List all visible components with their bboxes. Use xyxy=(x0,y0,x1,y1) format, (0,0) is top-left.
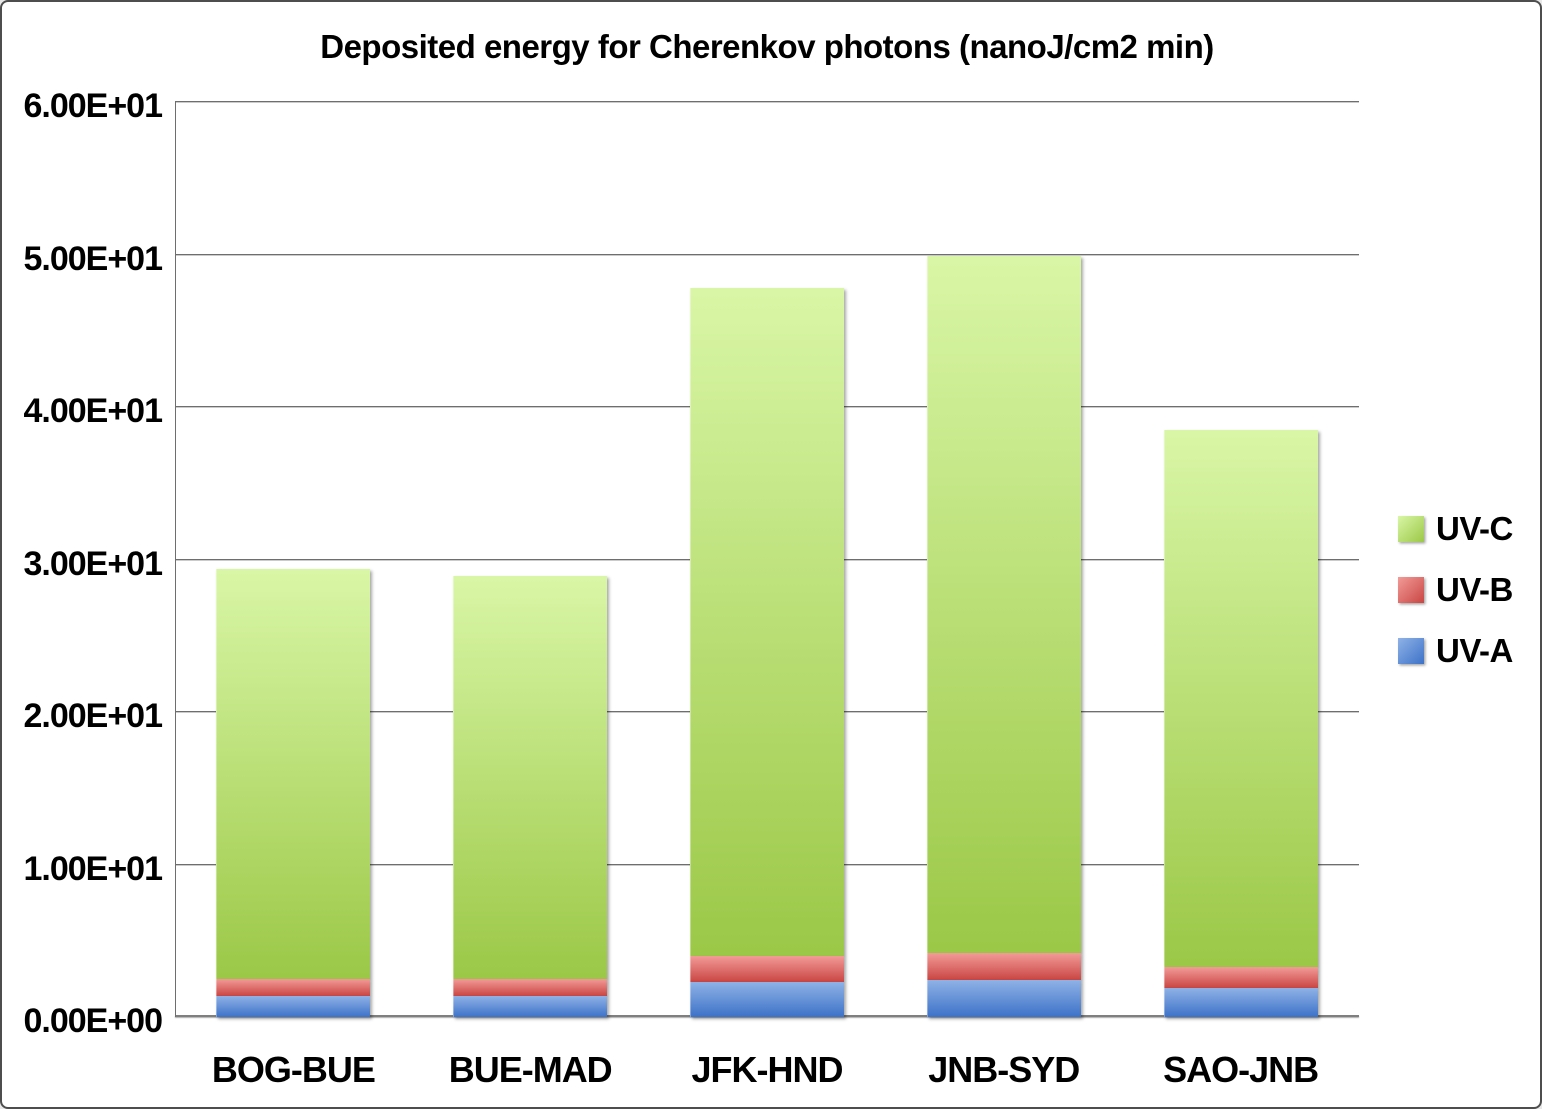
legend-label-uv-a: UV-A xyxy=(1436,631,1513,669)
bar-stack-bue-mad xyxy=(453,576,608,1017)
legend: UV-C UV-B UV-A xyxy=(1398,498,1513,681)
legend-label-uv-c: UV-C xyxy=(1436,509,1513,547)
legend-swatch-uv-b xyxy=(1398,576,1424,603)
y-axis-tick-label: 3.00E+01 xyxy=(23,544,163,583)
bar-segment-uv-c xyxy=(690,288,844,957)
y-axis-tick-label: 0.00E+00 xyxy=(23,1002,163,1040)
legend-item-uv-a: UV-A xyxy=(1398,620,1513,681)
legend-swatch-uv-a xyxy=(1398,637,1424,664)
x-axis: BOG-BUE BUE-MAD JFK-HND JNB-SYD SAO-JNB xyxy=(175,1048,1359,1092)
bar-segment-uv-b xyxy=(216,978,371,996)
y-axis-line xyxy=(175,102,176,1017)
bar-segment-uv-b xyxy=(1163,966,1318,989)
plot-area xyxy=(175,101,1359,1017)
bar-segment-uv-a xyxy=(216,995,371,1017)
bar-segment-uv-b xyxy=(690,956,844,982)
legend-item-uv-b: UV-B xyxy=(1398,559,1513,620)
y-axis-tick-label: 4.00E+01 xyxy=(23,392,163,430)
bar-segment-uv-b xyxy=(926,952,1081,981)
bar-segment-uv-c xyxy=(216,568,371,979)
x-axis-label-jnb-syd: JNB-SYD xyxy=(928,1049,1080,1090)
bar-segment-uv-a xyxy=(1163,988,1318,1017)
gridline xyxy=(175,101,1359,102)
bar-stack-sao-jnb xyxy=(1163,429,1318,1017)
bar-segment-uv-a xyxy=(453,995,608,1017)
y-axis-tick-label: 5.00E+01 xyxy=(23,239,163,278)
y-axis-tick-label: 6.00E+01 xyxy=(23,87,163,125)
x-axis-label-bog-bue: BOG-BUE xyxy=(211,1049,376,1090)
bar-segment-uv-c xyxy=(1163,429,1318,967)
legend-label-uv-b: UV-B xyxy=(1436,570,1513,608)
x-axis-label-sao-jnb: SAO-JNB xyxy=(1163,1049,1319,1090)
bar-stack-jnb-syd xyxy=(926,256,1081,1017)
gridline xyxy=(175,253,1359,255)
bar-stack-bog-bue xyxy=(216,568,371,1017)
bar-segment-uv-a xyxy=(926,980,1081,1017)
y-axis-tick-label: 2.00E+01 xyxy=(23,697,163,735)
legend-swatch-uv-c xyxy=(1398,515,1424,542)
bar-segment-uv-b xyxy=(453,978,608,996)
bar-stack-jfk-hnd xyxy=(690,288,844,1017)
x-axis-label-bue-mad: BUE-MAD xyxy=(448,1049,613,1090)
chart-title: Deposited energy for Cherenkov photons (… xyxy=(320,28,1214,65)
bar-segment-uv-c xyxy=(926,256,1081,953)
legend-item-uv-c: UV-C xyxy=(1398,498,1513,559)
x-axis-label-jfk-hnd: JFK-HND xyxy=(691,1049,843,1090)
bar-segment-uv-c xyxy=(453,576,608,979)
y-axis-tick-label: 1.00E+01 xyxy=(23,849,163,888)
bar-segment-uv-a xyxy=(690,981,844,1017)
